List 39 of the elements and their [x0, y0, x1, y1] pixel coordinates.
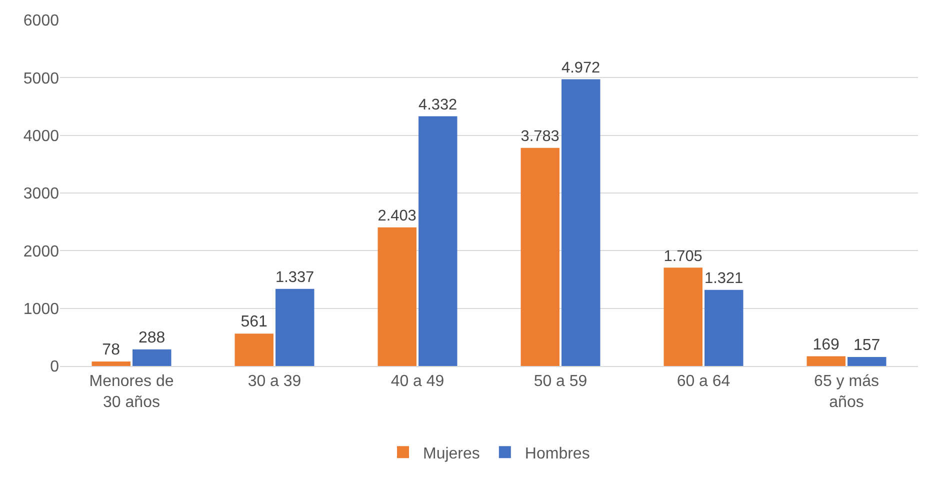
bar — [276, 288, 314, 366]
x-tick-label: 40 a 49 — [390, 373, 444, 390]
data-label: 4.332 — [418, 96, 458, 114]
y-tick-label: 0 — [50, 358, 60, 376]
bar — [520, 148, 560, 366]
data-label: 157 — [853, 336, 880, 354]
y-tick-label: 1000 — [23, 300, 60, 318]
data-label: 1.337 — [276, 269, 314, 286]
y-tick-label: 6000 — [23, 12, 60, 30]
data-label: 169 — [812, 336, 840, 354]
data-label: 561 — [240, 314, 268, 331]
data-label: 288 — [138, 329, 166, 346]
data-label: 1.705 — [664, 248, 702, 265]
bar — [418, 116, 458, 366]
data-label: 1.321 — [704, 270, 744, 287]
bar — [664, 268, 702, 366]
data-label: 4.972 — [562, 59, 600, 76]
y-tick-label: 3000 — [23, 186, 60, 203]
legend-label: Mujeres — [423, 445, 480, 462]
bar — [132, 349, 172, 366]
bar — [806, 356, 846, 366]
y-tick-label: 2000 — [23, 243, 60, 260]
bar — [704, 290, 744, 366]
bar — [848, 356, 886, 366]
y-tick-label: 5000 — [23, 70, 60, 88]
y-tick-label: 4000 — [23, 128, 60, 145]
x-tick-label: Menores de 30 años — [89, 373, 174, 411]
bar — [378, 227, 416, 366]
x-tick-label: 60 a 64 — [676, 373, 730, 390]
bar — [92, 362, 130, 366]
legend-label: Hombres — [524, 445, 590, 462]
data-label: 78 — [102, 342, 120, 358]
data-label: 2.403 — [378, 208, 416, 225]
data-label: 3.783 — [520, 128, 560, 145]
x-tick-label: 65 y más años — [814, 373, 879, 411]
x-tick-label: 50 a 59 — [534, 373, 588, 390]
bar — [234, 334, 274, 366]
x-tick-label: 30 a 39 — [248, 373, 302, 390]
bar — [562, 79, 600, 366]
